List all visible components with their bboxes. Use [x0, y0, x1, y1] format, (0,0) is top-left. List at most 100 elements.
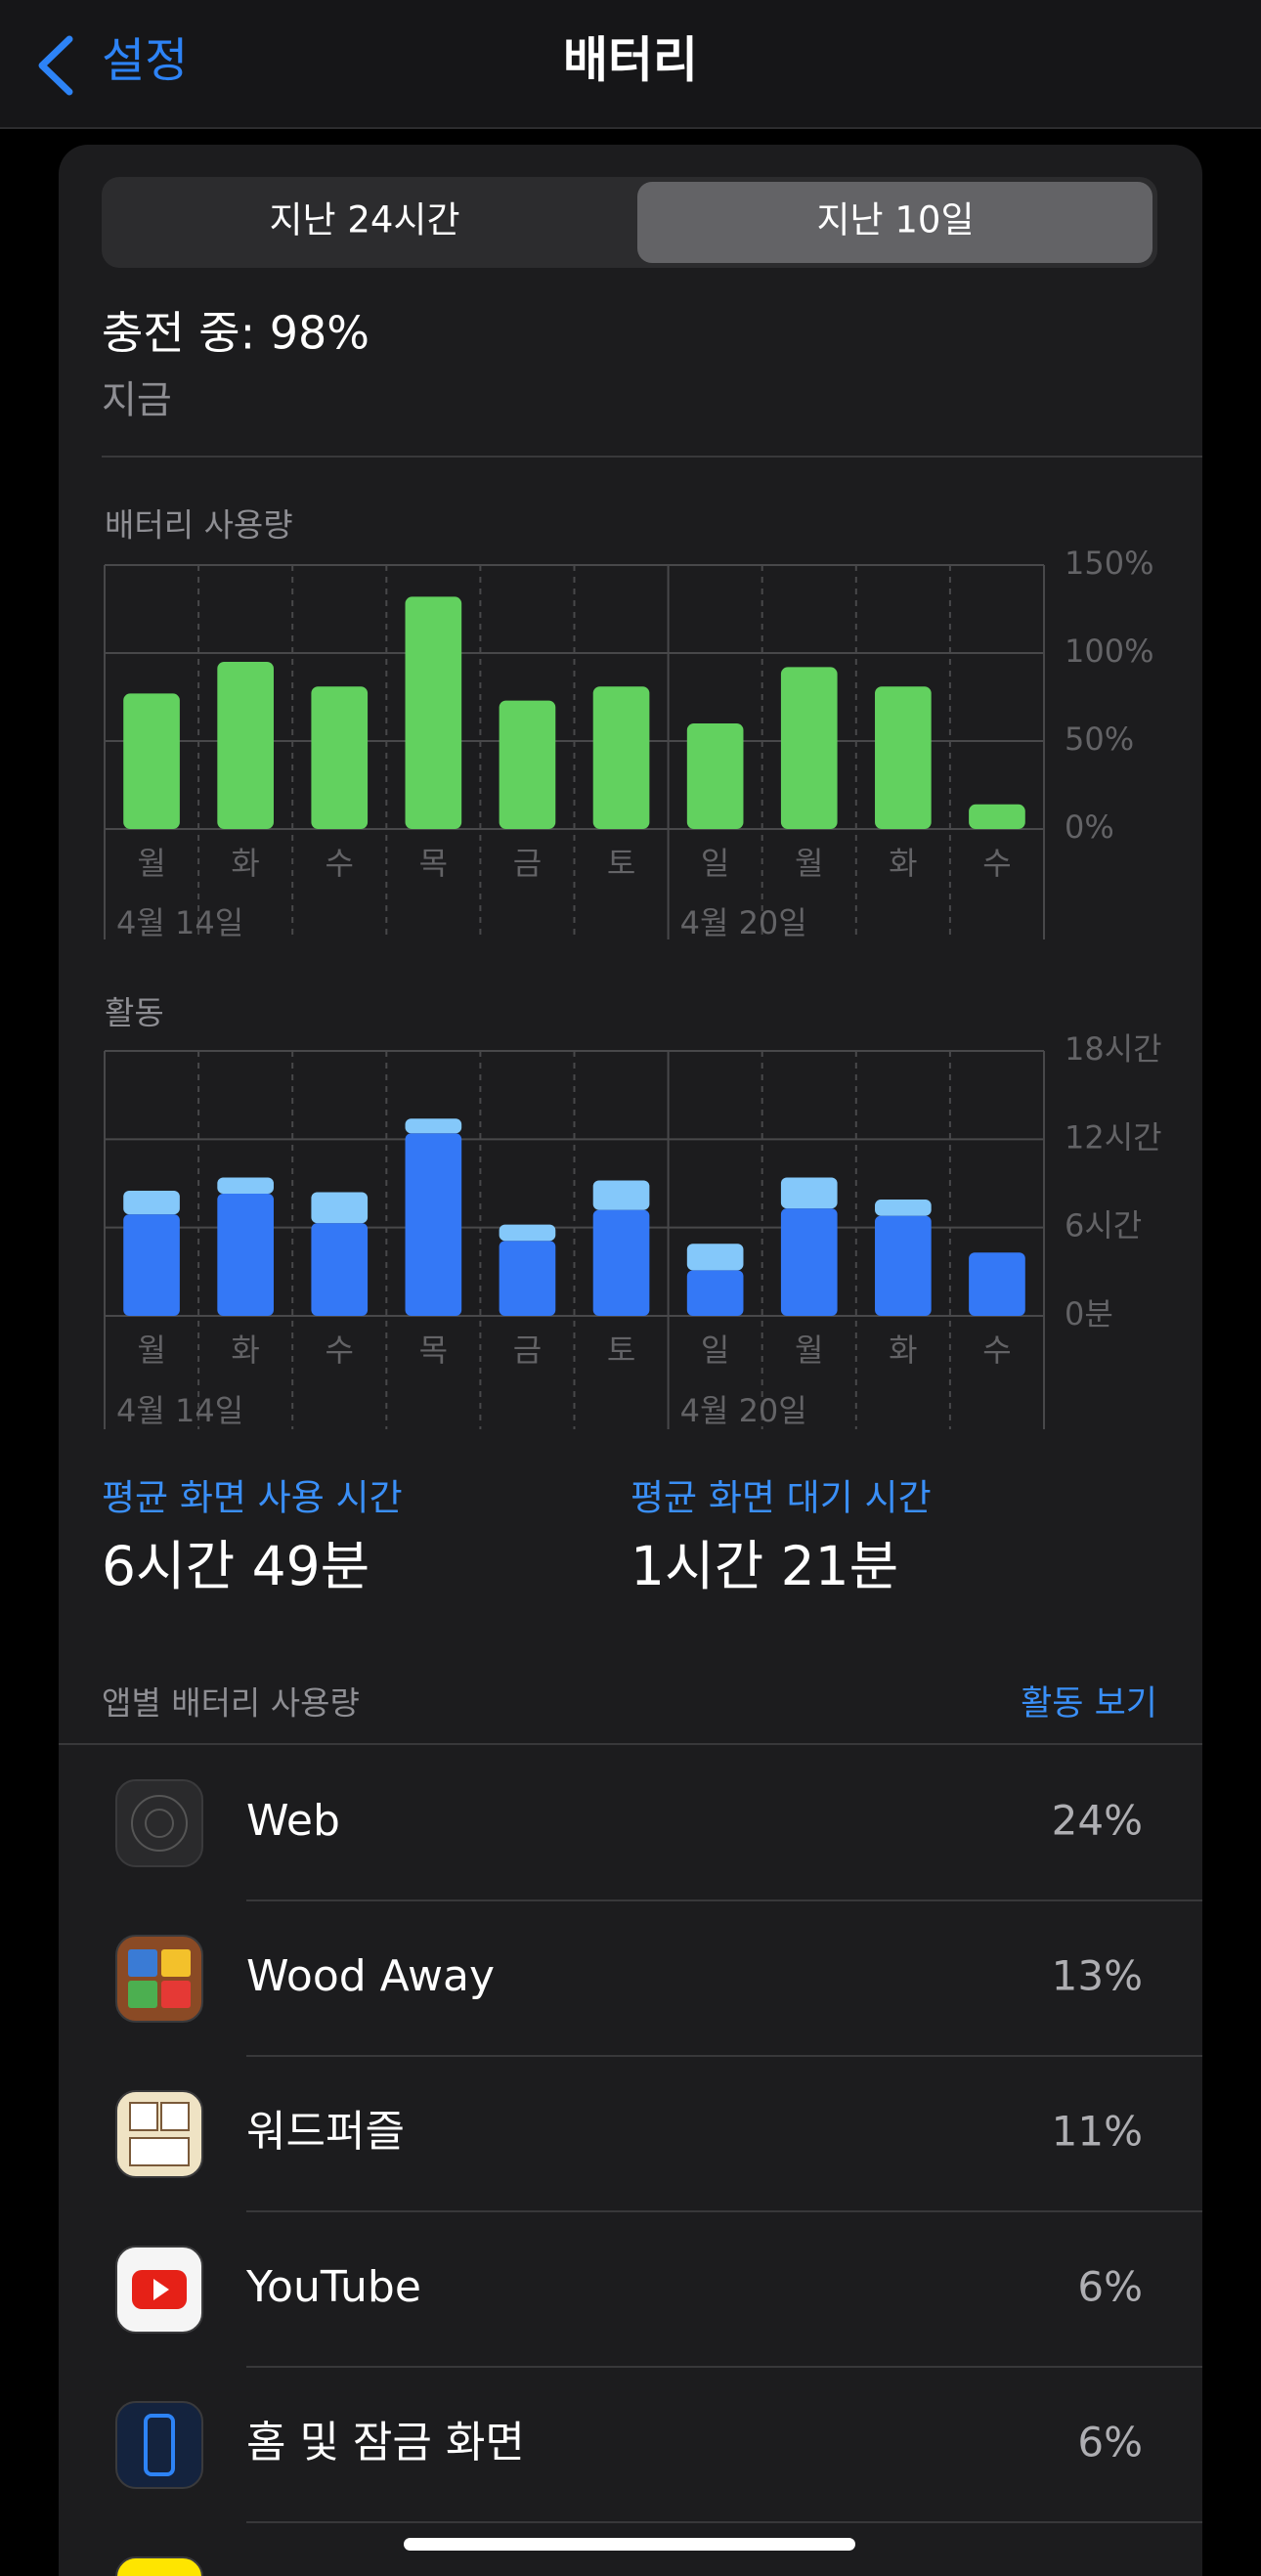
bar-segment: [875, 1215, 932, 1316]
bar-segment: [499, 1241, 556, 1316]
app-name: 워드퍼즐: [246, 2107, 405, 2157]
bar-segment: [499, 1224, 556, 1242]
y-tick-label: 6시간: [1065, 1207, 1142, 1244]
segment-selected[interactable]: [637, 182, 1152, 263]
x-tick-label: 화: [889, 1332, 917, 1369]
x-tick-label: 목: [419, 1332, 448, 1369]
icon-detail: [145, 1809, 174, 1838]
app-row[interactable]: 워드퍼즐 11%: [115, 2090, 1202, 2212]
x-tick-label: 화: [231, 1332, 259, 1369]
bar: [592, 686, 650, 829]
bar: [686, 723, 744, 829]
x-tick-label: 월: [795, 845, 823, 882]
bar: [217, 662, 274, 829]
bar: [969, 804, 1025, 829]
bar-segment: [592, 1180, 650, 1210]
app-percent: 11%: [1052, 2108, 1143, 2156]
bar-segment: [592, 1209, 650, 1316]
segment[interactable]: 지난 24시간: [269, 199, 459, 241]
average-label: 평균 화면 대기 시간: [630, 1477, 932, 1519]
x-tick-label: 화: [889, 845, 917, 882]
average-value: 6시간 49분: [102, 1535, 370, 1597]
x-tick-label: 월: [137, 845, 165, 882]
x-tick-label: 수: [982, 845, 1011, 882]
chart-title: 배터리 사용량: [105, 506, 293, 545]
bar: [499, 700, 556, 829]
bar-segment: [780, 1208, 838, 1316]
app-icon: [115, 1779, 203, 1867]
x-tick-label: 일: [701, 845, 729, 882]
x-tick-label: 토: [607, 845, 635, 882]
icon-detail: [144, 2414, 175, 2476]
bar-segment: [123, 1191, 180, 1215]
segment[interactable]: 지난 10일: [817, 199, 975, 241]
app-name: YouTube: [245, 2262, 421, 2312]
icon-detail: [161, 1949, 191, 1977]
app-list: Web 24%Wood Away 13%워드퍼즐 11%YouTube 6%홈 및 잠금…: [115, 1779, 1202, 2576]
section-action[interactable]: 활동 보기: [1021, 1684, 1157, 1724]
x-tick-label: 금: [513, 1332, 542, 1369]
back-button[interactable]: 설정: [102, 33, 188, 88]
icon-detail: [128, 1981, 157, 2008]
y-tick-label: 0%: [1065, 808, 1114, 846]
x-tick-label: 월: [795, 1332, 823, 1369]
x-tick-label: 화: [231, 845, 259, 882]
charge-status: 충전 중: 98%: [102, 307, 370, 360]
bar-segment: [686, 1270, 744, 1316]
back-chevron[interactable]: [38, 35, 73, 96]
x-tick-label: 금: [513, 845, 542, 882]
app-row[interactable]: Wood Away 13%: [115, 1935, 1202, 2057]
y-tick-label: 18시간: [1065, 1030, 1162, 1068]
date-label: 4월 20일: [680, 904, 807, 941]
date-label: 4월 20일: [680, 1392, 807, 1429]
app-percent: 6%: [1077, 2263, 1143, 2311]
icon-detail: [129, 2102, 158, 2131]
date-label: 4월 14일: [116, 1392, 243, 1429]
x-tick-label: 목: [419, 845, 448, 882]
app-name: Web: [246, 1796, 340, 1846]
app-percent: 6%: [1077, 2419, 1143, 2467]
average-label: 평균 화면 사용 시간: [102, 1477, 403, 1519]
section-title: 앱별 배터리 사용량: [102, 1684, 360, 1723]
x-tick-label: 일: [701, 1332, 729, 1369]
app-row[interactable]: 카카오톡: [115, 2556, 1202, 2576]
icon-detail: [160, 2102, 190, 2131]
bar-segment: [217, 1194, 274, 1316]
bar: [780, 667, 838, 829]
bar: [875, 686, 932, 829]
y-tick-label: 100%: [1065, 633, 1153, 670]
app-name: 홈 및 잠금 화면: [246, 2418, 525, 2467]
bar-segment: [686, 1244, 744, 1271]
x-tick-label: 수: [982, 1332, 1011, 1369]
app-percent: 24%: [1052, 1797, 1143, 1845]
bar-segment: [311, 1223, 369, 1316]
bar-segment: [405, 1133, 462, 1316]
app-percent: 13%: [1052, 1952, 1143, 2000]
bar-segment: [875, 1200, 932, 1216]
bar: [405, 596, 462, 829]
y-tick-label: 50%: [1065, 720, 1134, 758]
icon-detail: [131, 1795, 188, 1852]
bar-segment: [405, 1118, 462, 1134]
charge-time: 지금: [102, 379, 172, 423]
app-row[interactable]: 홈 및 잠금 화면 6%: [115, 2401, 1202, 2523]
icon-detail: [161, 1981, 191, 2008]
y-tick-label: 150%: [1065, 545, 1153, 582]
bar-segment: [311, 1192, 369, 1224]
date-label: 4월 14일: [116, 904, 243, 941]
x-tick-label: 수: [326, 845, 354, 882]
home-indicator: [404, 2538, 855, 2551]
average-value: 1시간 21분: [630, 1535, 898, 1597]
chart-title: 활동: [105, 994, 164, 1032]
bar-segment: [123, 1214, 180, 1316]
app-row[interactable]: Web 24%: [115, 1779, 1202, 1901]
x-tick-label: 월: [137, 1332, 165, 1369]
nav-bar: [0, 0, 1261, 128]
y-tick-label: 12시간: [1065, 1118, 1162, 1156]
app-icon: [115, 2556, 203, 2576]
app-name: 카카오톡: [246, 2573, 405, 2576]
x-tick-label: 토: [607, 1332, 635, 1369]
app-row[interactable]: YouTube 6%: [115, 2246, 1202, 2368]
icon-detail: [129, 2137, 190, 2166]
